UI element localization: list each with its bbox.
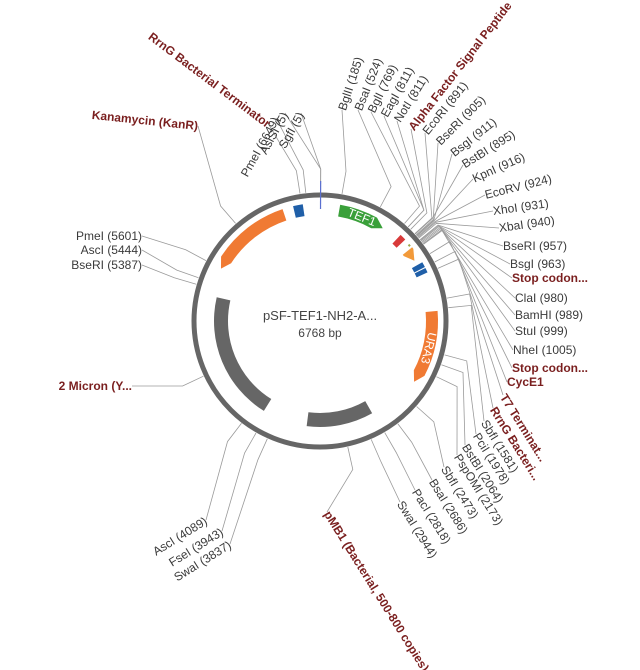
feature-annotation: Stop codon... [512, 361, 588, 375]
leader-line [229, 438, 268, 545]
feature-cyce1-block [411, 262, 425, 273]
leader-line [441, 364, 466, 446]
feature-annotation: 2 Micron (Y... [59, 379, 132, 393]
leader-line [275, 117, 307, 193]
leader-line [141, 264, 197, 285]
leader-line [418, 222, 500, 239]
restriction-site-label: BseRI (957) [503, 239, 567, 253]
leader-line [434, 250, 508, 383]
feature-RrnG-block [293, 204, 305, 218]
leader-line [446, 293, 494, 409]
feature-annotation: Stop codon... [512, 271, 588, 285]
leader-line [436, 376, 458, 456]
leader-line [420, 226, 513, 279]
leader-line [357, 109, 392, 208]
restriction-site-label: PmeI (5601) [76, 229, 142, 243]
leader-line [410, 128, 428, 230]
leader-line [448, 304, 485, 422]
leader-line [326, 446, 354, 513]
restriction-site-label: BamHI (989) [515, 308, 583, 322]
plasmid-name: pSF-TEF1-NH2-A... [263, 308, 377, 323]
leader-line [383, 115, 425, 228]
feature-annotation: CycE1 [507, 375, 544, 389]
leader-line [370, 111, 420, 224]
leader-line [417, 194, 486, 237]
leader-line [397, 423, 433, 481]
feature-t7-block [414, 267, 428, 278]
leader-line [197, 125, 236, 224]
leader-line [141, 235, 207, 261]
leader-line [416, 153, 453, 236]
feature-URA3 [413, 310, 439, 382]
leader-line [444, 354, 477, 435]
leader-line [416, 178, 474, 237]
leader-lines [132, 109, 516, 545]
restriction-site-label: AscI (5444) [81, 243, 142, 257]
leader-line [370, 439, 401, 503]
restriction-site-label: XbaI (940) [498, 213, 555, 235]
feature-stop-1 [407, 243, 411, 247]
plasmid-size: 6768 bp [298, 326, 342, 340]
restriction-site-label: BsgI (963) [510, 257, 565, 271]
leader-line [300, 112, 322, 193]
restriction-site-label: NheI (1005) [513, 343, 576, 357]
restriction-site-label: StuI (999) [515, 324, 568, 338]
leader-line [416, 406, 445, 468]
feature-annotation: Kanamycin (KanR) [91, 108, 199, 133]
feature-2micron [214, 297, 272, 411]
feature-pMB1 [306, 401, 373, 428]
leader-line [341, 109, 347, 194]
leader-line [221, 432, 257, 532]
leader-line [419, 224, 504, 247]
feature-signal [392, 234, 406, 248]
feature-TEF1 [338, 204, 383, 229]
leader-line [414, 132, 433, 234]
feature-KanR [220, 209, 287, 269]
leader-line [141, 249, 199, 279]
leader-line [205, 423, 242, 521]
feature-tag [402, 247, 415, 261]
leader-line [417, 210, 494, 238]
leader-line [415, 142, 439, 236]
leader-line [415, 164, 464, 235]
leader-line [132, 375, 204, 387]
leader-line [268, 124, 301, 194]
leader-line [429, 241, 513, 369]
leader-line [384, 432, 416, 491]
leader-line [420, 225, 511, 265]
restriction-site-label: ClaI (980) [515, 291, 568, 305]
feature-label-URA3: URA3 [418, 331, 439, 366]
restriction-site-label: BseRI (5387) [71, 258, 142, 272]
